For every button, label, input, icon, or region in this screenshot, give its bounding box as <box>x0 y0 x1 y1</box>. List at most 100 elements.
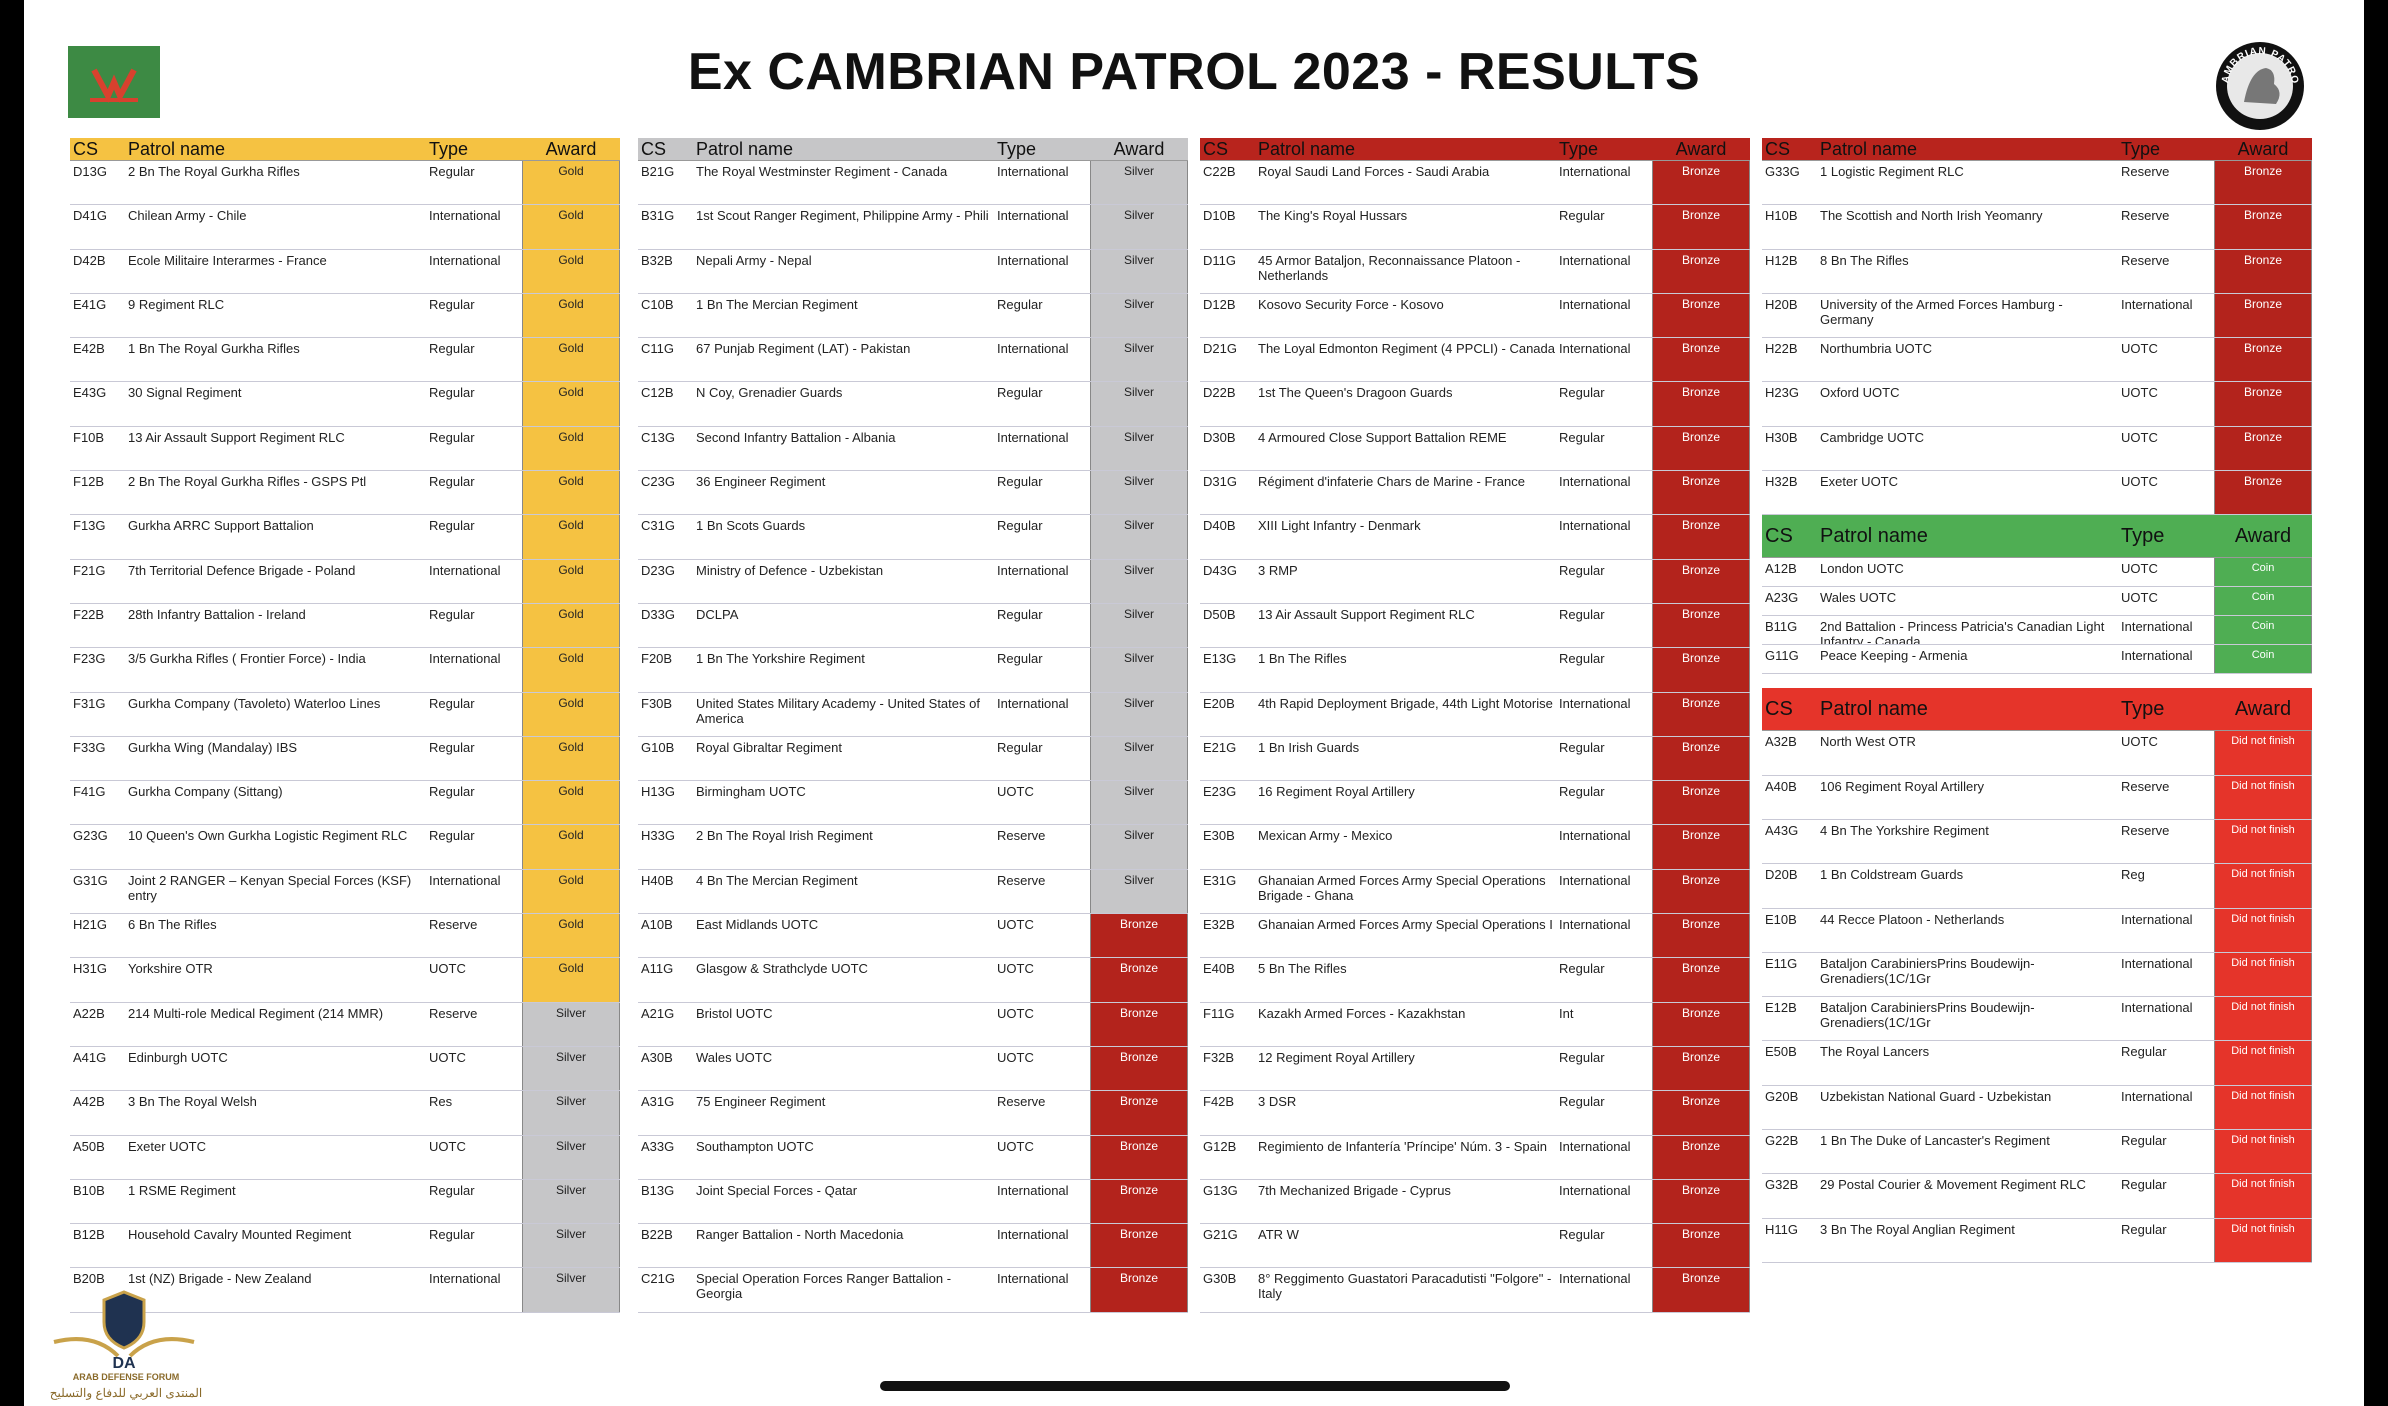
row-type: Regular <box>1559 784 1605 800</box>
row-award: Bronze <box>1652 692 1750 736</box>
row-cs: E11G <box>1765 955 1798 971</box>
row-patrol-name: Yorkshire OTR <box>128 961 213 977</box>
row-award: Bronze <box>1652 382 1750 426</box>
results-sheet: Ex CAMBRIAN PATROL 2023 - RESULTS CAMBRI… <box>24 0 2364 1406</box>
row-cs: C23G <box>641 474 675 490</box>
row-award: Did not finish <box>2214 1041 2312 1085</box>
row-cs: D41G <box>73 208 107 224</box>
row-cs: G22B <box>1765 1133 1799 1149</box>
row-patrol-name: The Scottish and North Irish Yeomanry <box>1820 208 2043 224</box>
row-patrol-name: Gurkha Company (Tavoleto) Waterloo Lines <box>128 695 381 711</box>
row-patrol-name: 36 Engineer Regiment <box>696 474 826 490</box>
row-type: International <box>2121 1088 2193 1104</box>
row-award: Silver <box>1090 559 1188 603</box>
header-type: Type <box>2121 524 2165 547</box>
row-type: Regular <box>429 784 475 800</box>
row-award: Silver <box>1090 869 1188 914</box>
header-cs: CS <box>1765 524 1793 547</box>
row-type: Reserve <box>2121 164 2170 179</box>
row-patrol-name: Bataljon CarabiniersPrins Boudewijn-Gren… <box>1820 1000 2035 1031</box>
watermark-text-en: ARAB DEFENSE FORUM <box>72 1372 180 1382</box>
table-row: B12B Household Cavalry Mounted Regiment Re… <box>70 1224 620 1269</box>
row-type: UOTC <box>997 784 1034 800</box>
row-type: Regular <box>997 606 1043 622</box>
row-award: Bronze <box>1652 249 1750 293</box>
table-row: A42B 3 Bn The Royal Welsh Res Silver <box>70 1091 620 1136</box>
header-type: Type <box>1559 139 1599 159</box>
table-row: H30B Cambridge UOTC UOTC Bronze <box>1762 426 2312 472</box>
row-type: Regular <box>997 651 1043 667</box>
row-patrol-name: 1 Bn Scots Guards <box>696 518 806 534</box>
row-type: International <box>997 562 1069 578</box>
table-row: E42B 1 Bn The Royal Gurkha Rifles Regular G… <box>70 338 620 383</box>
row-award: Silver <box>1090 293 1188 338</box>
row-type: International <box>1559 872 1631 888</box>
row-award: Gold <box>522 736 620 781</box>
row-award: Gold <box>522 914 620 958</box>
row-cs: A23G <box>1765 590 1799 606</box>
table-row: E41G 9 Regiment RLC Regular Gold <box>70 293 620 339</box>
row-cs: A32B <box>1765 734 1797 750</box>
table-row: B21G The Royal Westminster Regiment - Can… <box>638 161 1188 206</box>
row-cs: G20B <box>1765 1088 1799 1104</box>
row-cs: B21G <box>641 164 675 179</box>
row-award: Gold <box>522 338 620 382</box>
table-header: CS Patrol name Type Award <box>638 138 1188 161</box>
row-award: Bronze <box>1090 958 1188 1002</box>
row-type: International <box>997 1182 1069 1198</box>
table-row: E32B Ghanaian Armed Forces Army Special O… <box>1200 914 1750 959</box>
row-award: Did not finish <box>2214 819 2312 864</box>
cambrian-patrol-emblem: CAMBRIAN PATROL <box>2210 32 2306 132</box>
row-cs: G11G <box>1765 648 1799 664</box>
table-row: F10B 13 Air Assault Support Regiment RLC R… <box>70 426 620 472</box>
table-row: G12B Regimiento de Infantería 'Príncipe' … <box>1200 1135 1750 1180</box>
home-indicator[interactable] <box>880 1381 1510 1391</box>
page-title: Ex CAMBRIAN PATROL 2023 - RESULTS <box>687 43 1701 101</box>
table-row: D41G Chilean Army - Chile International Gol… <box>70 205 620 250</box>
table-row: F13G Gurkha ARRC Support Battalion Regular… <box>70 515 620 560</box>
row-patrol-name: 28th Infantry Battalion - Ireland <box>128 606 306 622</box>
results-column-2: CS Patrol name Type Award B21G The Royal West… <box>638 138 1188 1313</box>
table-header: CS Patrol name Type Award <box>1200 138 1750 161</box>
row-patrol-name: 4 Bn The Mercian Regiment <box>696 872 858 888</box>
row-cs: C22B <box>1203 164 1236 179</box>
row-patrol-name: 13 Air Assault Support Regiment RLC <box>128 429 345 445</box>
row-type: Regular <box>1559 961 1605 977</box>
row-type: International <box>997 252 1069 268</box>
row-cs: H30B <box>1765 429 1798 445</box>
header-patrol-name: Patrol name <box>696 139 794 159</box>
row-type: Regular <box>429 518 475 534</box>
row-type: UOTC <box>429 1049 466 1065</box>
row-cs: F23G <box>73 651 106 667</box>
row-patrol-name: 3 Bn The Royal Anglian Regiment <box>1820 1221 2015 1237</box>
row-patrol-name: Nepali Army - Nepal <box>696 252 812 268</box>
row-type: UOTC <box>2121 590 2158 606</box>
row-type: Regular <box>429 296 475 312</box>
row-patrol-name: University of the Armed Forces Hamburg -… <box>1820 296 2063 327</box>
table-row: G23G 10 Queen's Own Gurkha Logistic Regim… <box>70 825 620 870</box>
table-row: E11G Bataljon CarabiniersPrins Boudewijn-… <box>1762 952 2312 998</box>
row-award: Bronze <box>1090 1091 1188 1135</box>
row-type: UOTC <box>2121 385 2158 401</box>
row-cs: D12B <box>1203 296 1236 312</box>
row-type: Int <box>1559 1005 1574 1021</box>
row-cs: A10B <box>641 917 673 933</box>
row-award: Did not finish <box>2214 1130 2312 1174</box>
row-award: Bronze <box>1652 1268 1750 1312</box>
row-patrol-name: 12 Regiment Royal Artillery <box>1258 1049 1415 1065</box>
watermark-mark: DA <box>112 1355 136 1372</box>
row-award: Bronze <box>1652 161 1750 205</box>
row-cs: H40B <box>641 872 674 888</box>
row-type: International <box>1559 518 1631 534</box>
row-award: Gold <box>522 382 620 426</box>
row-type: Regular <box>429 385 475 401</box>
header-award: Award <box>2234 697 2292 720</box>
row-award: Bronze <box>1090 1268 1188 1312</box>
row-award: Gold <box>522 293 620 338</box>
row-cs: H11G <box>1765 1221 1798 1237</box>
row-award: Bronze <box>1090 1179 1188 1224</box>
row-cs: E10B <box>1765 911 1797 927</box>
row-patrol-name: Uzbekistan National Guard - Uzbekistan <box>1820 1088 2052 1104</box>
row-patrol-name: 75 Engineer Regiment <box>696 1094 826 1110</box>
row-patrol-name: Joint Special Forces - Qatar <box>696 1182 858 1198</box>
